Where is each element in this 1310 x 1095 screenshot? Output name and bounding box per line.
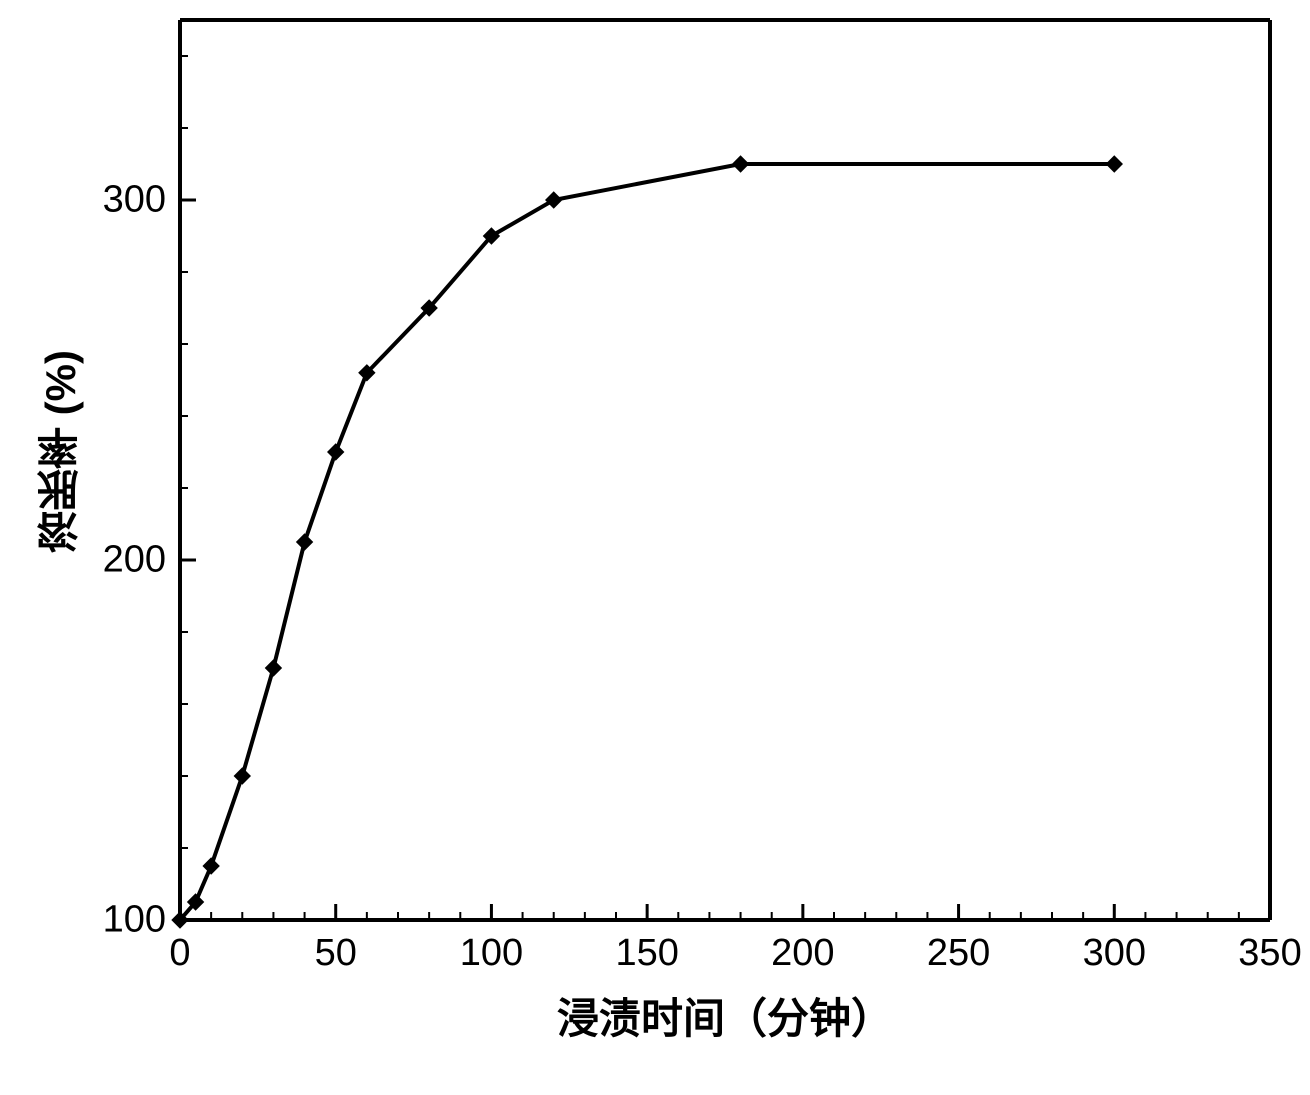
x-tick-label: 200 [771,932,834,975]
x-tick-label: 350 [1238,932,1301,975]
x-tick-label: 100 [460,932,523,975]
x-tick-label: 250 [927,932,990,975]
data-marker [546,192,562,208]
x-tick-label: 0 [169,932,190,975]
data-marker [733,156,749,172]
data-marker [234,768,250,784]
chart-svg [0,0,1310,1095]
y-axis-label: 溶胀率 (%) [30,350,91,553]
data-marker [265,660,281,676]
x-tick-label: 150 [615,932,678,975]
y-tick-label: 100 [103,899,166,942]
x-tick-label: 300 [1083,932,1146,975]
data-marker [328,444,344,460]
data-marker [297,534,313,550]
chart-container: 溶胀率 (%) 浸渍时间（分钟） 0 50 100 150 200 250 300 350 10… [0,0,1310,1095]
y-tick-label: 200 [103,539,166,582]
data-line [180,164,1114,920]
x-axis-label: 浸渍时间（分钟） [525,985,925,1046]
x-tick-label: 50 [315,932,357,975]
y-tick-label: 300 [103,179,166,222]
data-marker [203,858,219,874]
data-marker [1106,156,1122,172]
